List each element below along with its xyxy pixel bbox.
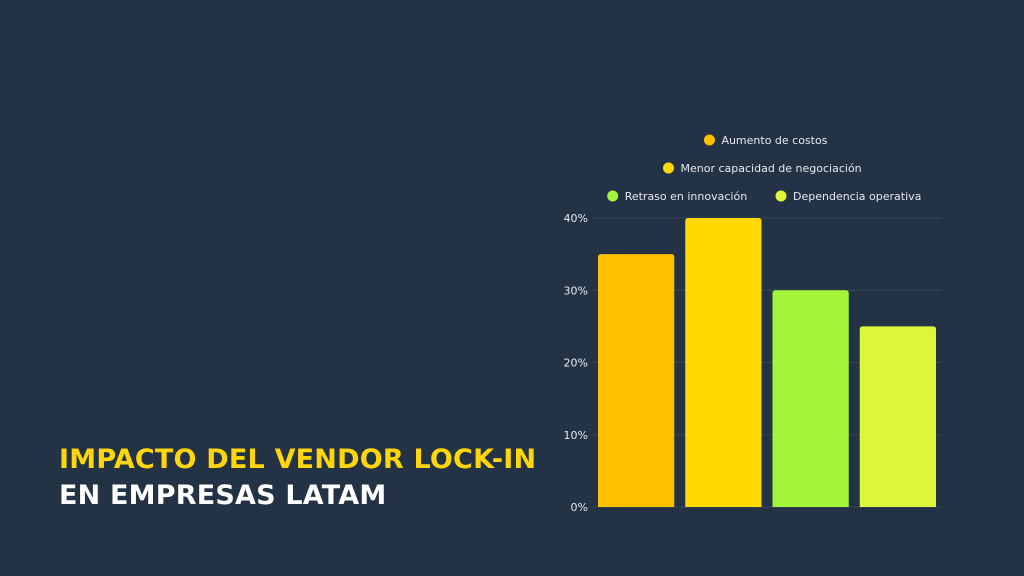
y-tick-label: 20% <box>564 357 588 370</box>
bars <box>598 218 936 507</box>
bar <box>598 254 675 507</box>
bar <box>772 290 849 507</box>
bar <box>859 326 936 507</box>
legend-item: Retraso en innovación <box>607 190 747 203</box>
slide-title-line-1: IMPACTO DEL VENDOR LOCK-IN <box>59 444 537 475</box>
y-tick-label: 0% <box>571 501 588 514</box>
slide-title-line-2: EN EMPRESAS LATAM <box>59 480 387 511</box>
legend-swatch <box>663 162 674 174</box>
y-axis-ticks: 0% 10% 20% 30% 40% <box>564 212 588 514</box>
y-tick-label: 10% <box>564 429 588 442</box>
bar <box>685 218 762 507</box>
legend-label: Retraso en innovación <box>625 190 748 203</box>
legend-item: Dependencia operativa <box>775 190 921 203</box>
y-tick-label: 40% <box>564 212 588 225</box>
legend-item: Aumento de costos <box>703 134 828 147</box>
y-tick-label: 30% <box>564 284 588 297</box>
legend-label: Dependencia operativa <box>793 190 921 203</box>
legend: Aumento de costos Menor capacidad de nego… <box>607 134 921 203</box>
legend-swatch <box>703 134 715 146</box>
slide-title: IMPACTO DEL VENDOR LOCK-IN EN EMPRESAS L… <box>59 442 536 514</box>
legend-swatch <box>607 190 619 202</box>
legend-label: Menor capacidad de negociación <box>681 162 862 175</box>
legend-swatch <box>775 190 787 202</box>
legend-label: Aumento de costos <box>721 134 827 147</box>
legend-item: Menor capacidad de negociación <box>663 162 862 175</box>
